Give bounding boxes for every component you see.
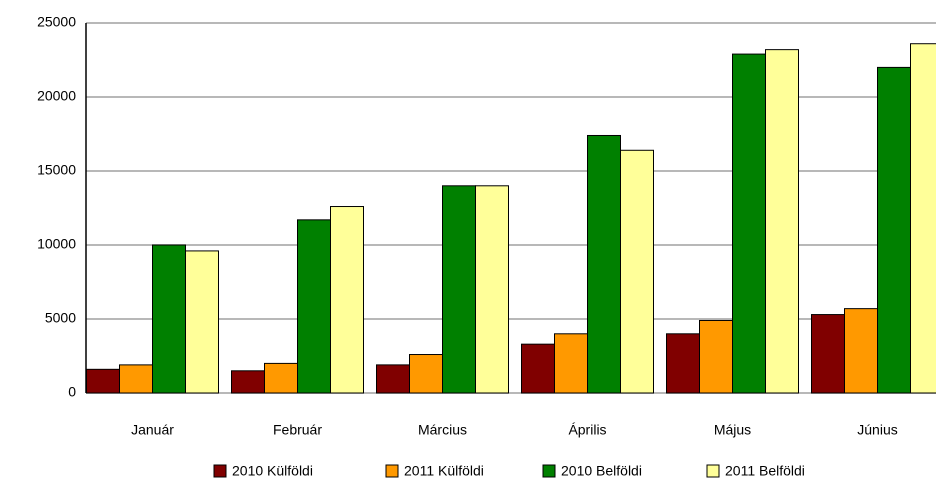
bar (119, 364, 153, 394)
bar (442, 185, 476, 394)
y-tick-label: 25000 (37, 14, 76, 30)
legend-swatch (542, 464, 556, 478)
bar (844, 308, 878, 394)
bar (765, 49, 799, 394)
bar (587, 134, 621, 394)
bar (231, 370, 265, 394)
x-tick-label: Április (568, 422, 606, 438)
y-tick-label: 20000 (37, 88, 76, 104)
x-tick-label: Március (418, 422, 467, 438)
x-tick-label: Január (131, 422, 174, 438)
bar (264, 362, 298, 394)
bar (811, 314, 845, 394)
bar (409, 354, 443, 394)
legend-swatch (706, 464, 720, 478)
legend-label: 2011 Külföldi (404, 463, 484, 479)
x-tick-label: Június (857, 422, 897, 438)
bar (666, 333, 700, 394)
y-tick-label: 10000 (37, 236, 76, 252)
y-tick-label: 0 (68, 384, 76, 400)
x-tick-label: Február (273, 422, 322, 438)
bar (376, 364, 410, 394)
bar (185, 250, 219, 394)
bar (521, 343, 555, 394)
bar (152, 244, 186, 394)
bar (699, 319, 733, 394)
bar (86, 368, 120, 394)
y-tick-label: 15000 (37, 162, 76, 178)
bar (877, 66, 911, 394)
legend-swatch (385, 464, 399, 478)
legend-swatch (213, 464, 227, 478)
bar (554, 333, 588, 394)
bar (910, 43, 936, 394)
bar (475, 185, 509, 394)
legend-label: 2011 Belföldi (725, 463, 805, 479)
bar (297, 219, 331, 394)
legend-label: 2010 Külföldi (232, 463, 313, 479)
bar (732, 53, 766, 394)
legend-label: 2010 Belföldi (561, 463, 642, 479)
bar (330, 206, 364, 394)
y-tick-label: 5000 (45, 310, 76, 326)
bar (620, 149, 654, 394)
x-tick-label: Május (714, 422, 751, 438)
